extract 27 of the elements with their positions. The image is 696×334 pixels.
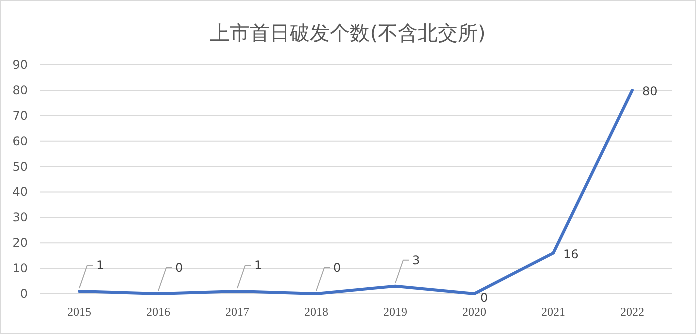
y-tick-label: 40 <box>12 185 28 200</box>
x-tick-label: 2019 <box>384 305 408 319</box>
data-label: 0 <box>480 291 488 305</box>
data-label: 0 <box>176 261 184 275</box>
data-label: 16 <box>564 247 579 262</box>
y-tick-label: 10 <box>12 262 28 276</box>
data-label: 0 <box>334 261 342 275</box>
y-tick-label: 90 <box>12 58 28 72</box>
data-label: 80 <box>642 84 658 98</box>
data-label: 1 <box>96 258 104 272</box>
y-tick-label: 80 <box>12 83 28 98</box>
y-tick-label: 60 <box>12 134 28 148</box>
y-tick-label: 0 <box>20 287 28 301</box>
x-tick-label: 2015 <box>68 305 92 319</box>
x-tick-label: 2021 <box>542 305 566 319</box>
x-tick-label: 2018 <box>304 305 328 319</box>
y-tick-label: 20 <box>12 236 28 250</box>
data-label: 3 <box>412 253 420 268</box>
x-tick-label: 2020 <box>462 305 486 319</box>
x-tick-label: 2022 <box>620 305 644 319</box>
x-tick-label: 2017 <box>226 305 250 319</box>
y-tick-label: 50 <box>12 160 28 174</box>
data-label: 1 <box>254 258 262 272</box>
y-tick-label: 70 <box>12 108 28 123</box>
y-tick-label: 30 <box>12 210 28 225</box>
chart-title: 上市首日破发个数(不含北交所) <box>210 21 486 45</box>
x-tick-label: 2016 <box>146 305 170 319</box>
